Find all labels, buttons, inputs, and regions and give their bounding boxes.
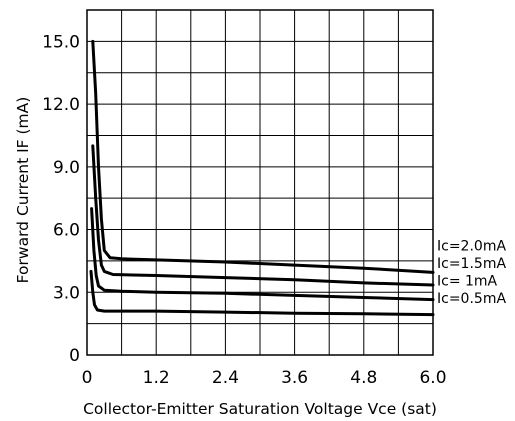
y-axis-label: Forward Current IF (mA) [14,97,32,284]
series-line [91,39,435,274]
y-tick-labels: 0 3.0 6.0 9.0 12.0 15.0 [42,32,80,366]
series-line [91,144,435,287]
series-line [89,269,435,317]
x-tick-labels: 0 1.2 2.4 3.6 4.8 6.0 [82,368,447,388]
series-label: Ic=0.5mA [437,291,506,307]
y-tick-label: 6.0 [53,221,80,241]
series-line [90,207,435,302]
x-tick-label: 4.8 [350,368,377,388]
plot-frame [86,9,434,356]
series-label: Ic=2.0mA [437,238,506,254]
x-axis-label: Collector-Emitter Saturation Voltage Vce… [83,400,437,418]
y-tick-label: 15.0 [42,32,80,52]
y-tick-label: 12.0 [42,95,80,115]
series-curves [89,39,435,317]
y-tick-label: 3.0 [53,283,80,303]
series-label: Ic=1.5mA [437,256,506,272]
x-tick-label: 1.2 [143,368,170,388]
x-tick-label: 0 [82,368,93,388]
y-tick-label: 9.0 [53,158,80,178]
series-label: Ic= 1mA [437,273,498,289]
x-tick-label: 2.4 [212,368,239,388]
x-tick-label: 3.6 [281,368,308,388]
grid [87,10,433,355]
x-tick-label: 6.0 [419,368,446,388]
y-tick-label: 0 [69,346,80,366]
